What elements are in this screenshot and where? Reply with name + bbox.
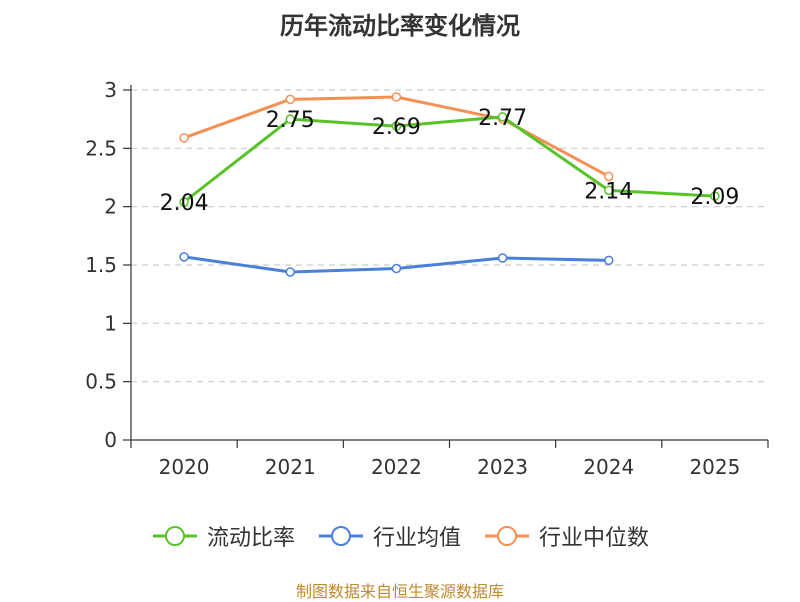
data-point xyxy=(285,94,295,105)
legend-label: 行业均值 xyxy=(372,526,461,551)
data-label: 2.14 xyxy=(584,179,633,204)
legend-item[interactable]: 流动比率 xyxy=(151,520,295,552)
legend-label: 行业中位数 xyxy=(539,526,650,551)
data-label: 2.69 xyxy=(372,115,421,140)
data-point xyxy=(391,263,402,274)
legend-line-icon xyxy=(318,526,363,546)
data-label: 2.09 xyxy=(690,185,739,210)
y-tick-label: 2 xyxy=(104,195,117,219)
data-point xyxy=(179,133,189,143)
legend-item[interactable]: 行业均值 xyxy=(317,520,461,552)
legend-label: 流动比率 xyxy=(206,526,295,551)
legend: 流动比率 行业均值 行业中位数 xyxy=(0,520,800,552)
grid-lines xyxy=(131,89,768,383)
data-point xyxy=(285,114,295,124)
data-label: 2.77 xyxy=(478,106,527,131)
x-tick-label: 2021 xyxy=(265,455,316,479)
data-point xyxy=(710,191,720,201)
x-tick-label: 2024 xyxy=(583,455,634,479)
data-point xyxy=(391,121,402,131)
legend-line-icon xyxy=(485,526,529,546)
data-point xyxy=(179,197,189,207)
data-point xyxy=(179,252,189,262)
data-point xyxy=(604,185,614,196)
data-point xyxy=(497,112,508,122)
x-tick-label: 2020 xyxy=(159,455,210,479)
data-labels: 2.04 2.75 2.69 2.77 2.14 2.09 xyxy=(160,106,740,216)
data-label: 2.04 xyxy=(160,191,209,216)
x-tick-label: 2022 xyxy=(371,455,422,479)
data-source: 制图数据来自恒生聚源数据库 xyxy=(295,582,504,601)
data-point xyxy=(604,171,614,182)
legend-item[interactable]: 行业中位数 xyxy=(483,520,649,552)
legend-line-icon xyxy=(152,526,197,546)
series-line xyxy=(183,115,715,204)
data-point xyxy=(497,253,508,263)
y-tick-label: 1.5 xyxy=(85,253,117,277)
x-tick-label: 2025 xyxy=(689,455,740,479)
chart-title: 历年流动比率变化情况 xyxy=(280,12,520,40)
y-tick-label: 2.5 xyxy=(85,136,117,160)
data-point xyxy=(391,92,402,102)
x-tick-label: 2023 xyxy=(477,455,528,479)
series-group xyxy=(179,92,720,277)
data-point xyxy=(604,255,614,266)
y-tick-label: 0 xyxy=(104,428,117,452)
y-tick-label: 0.5 xyxy=(85,370,117,394)
y-tick-label: 1 xyxy=(104,311,117,335)
data-label: 2.75 xyxy=(266,108,315,133)
y-tick-label: 3 xyxy=(104,78,117,102)
data-point xyxy=(285,267,295,277)
axes: 0 0.5 1 1.5 2 2.5 3 2020 2021 2022 2023 2024 2025 xyxy=(85,78,769,479)
